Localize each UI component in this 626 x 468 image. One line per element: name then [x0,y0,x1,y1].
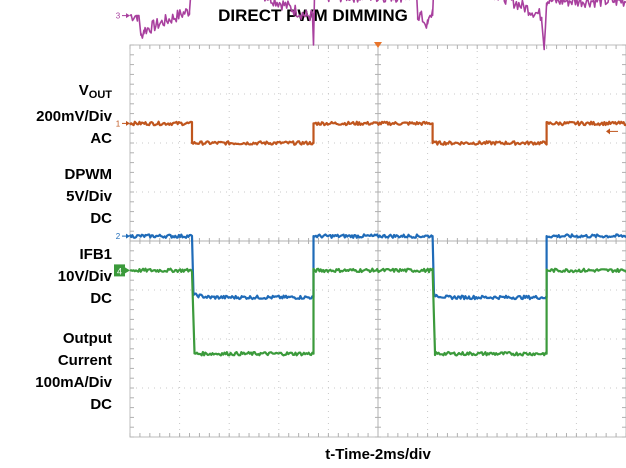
output-current-coupling: DC [90,396,112,413]
dpwm-coupling: DC [90,210,112,227]
trace-ifb1 [129,233,626,301]
output-current-name-word-1: Output [62,330,112,347]
channel-marker-arrow [125,267,130,274]
trace-vout [129,0,626,51]
channel-marker-box [114,264,125,277]
channel-label-vout: VOUT 200mV/Div AC [4,80,112,150]
trace-dpwm [129,120,626,146]
output-current-scale: 100mA/Div [35,374,112,391]
trigger-marker [374,42,382,48]
vout-scale: 200mV/Div [36,108,112,125]
dpwm-scale: 5V/Div [66,188,112,205]
channel-marker-label: 1 [116,119,121,128]
ifb1-name: IFB1 [79,246,112,263]
vout-coupling: AC [90,130,112,147]
channel-marker-label: 2 [116,232,121,241]
channel-marker-arrow [126,233,130,239]
ifb1-scale: 10V/Div [57,268,112,285]
dpwm-name: DPWM [64,166,113,183]
channel-label-dpwm: DPWM 5V/Div DC [4,164,113,230]
channel-marker-arrow [126,13,130,19]
output-current-name-word-2: Current [57,352,112,369]
channel-label-output-current: Output Current 100mA/Div DC [4,328,112,416]
channel-label-ifb1: IFB1 10V/Div DC [4,244,112,310]
vout-name-sub: OUT [88,89,112,101]
trigger-level-marker [606,128,610,135]
channel-marker-arrow [126,120,130,126]
ifb1-coupling: DC [90,290,112,307]
channel-marker-label: 3 [116,12,121,21]
vout-name-main: V [78,82,89,99]
x-axis-label: t-Time-2ms/div [325,446,431,463]
trace-output-current [129,267,626,357]
channel-marker-label: 4 [117,266,122,276]
